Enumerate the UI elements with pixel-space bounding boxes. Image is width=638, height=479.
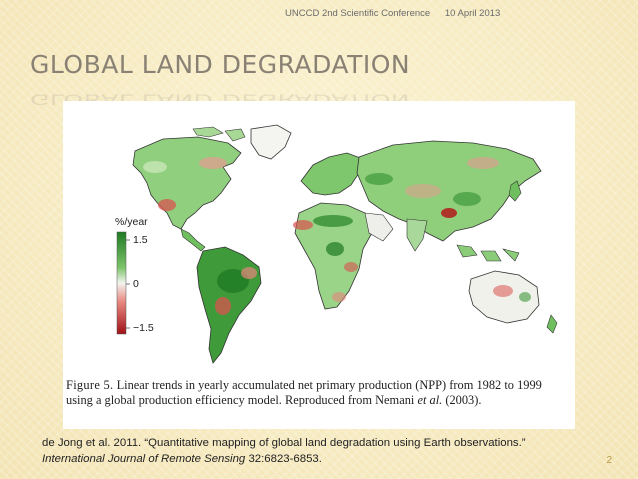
citation-text: de Jong et al. 2011. “Quantitative mappi… — [42, 437, 526, 449]
southeast-asia-islands — [456, 244, 520, 262]
australia-landmass — [468, 270, 540, 324]
greenland — [250, 124, 292, 160]
citation-journal: International Journal of Remote Sensing — [42, 453, 246, 465]
legend-max-label: 1.5 — [133, 234, 148, 246]
legend-min-label: −1.5 — [133, 322, 154, 334]
world-npp-map — [116, 124, 558, 364]
caption-label: Figure 5. — [66, 378, 114, 392]
north-america-landmass — [132, 136, 242, 230]
caption-year: (2003). — [445, 393, 482, 407]
figure-panel: %/year 1.5 0 −1.5 Figure 5. Linear trend… — [63, 101, 575, 429]
citation: de Jong et al. 2011. “Quantitative mappi… — [42, 435, 582, 467]
slide-title: GLOBAL LAND DEGRADATION — [30, 50, 411, 79]
npp-trend-patches — [143, 157, 531, 315]
legend-unit-label: %/year — [115, 216, 148, 228]
africa-landmass — [294, 202, 374, 310]
figure-caption: Figure 5. Linear trends in yearly accumu… — [66, 378, 571, 408]
canadian-arctic-islands — [192, 126, 246, 142]
conference-name: UNCCD 2nd Scientific Conference — [285, 8, 431, 19]
legend-mid-label: 0 — [133, 278, 139, 290]
slide-header: UNCCD 2nd Scientific Conference 10 April… — [285, 8, 512, 19]
legend-colorbar — [116, 231, 127, 335]
europe-landmass — [300, 152, 364, 196]
arabian-peninsula — [364, 212, 394, 242]
citation-pages: 32:6823-6853. — [248, 453, 322, 465]
japan — [508, 180, 522, 202]
caption-et-al: et al. — [417, 393, 443, 407]
central-america — [180, 228, 206, 252]
slide-number: 2 — [606, 455, 612, 466]
new-zealand — [546, 314, 558, 334]
conference-date: 10 April 2013 — [444, 8, 501, 19]
caption-text: Linear trends in yearly accumulated net … — [66, 378, 542, 407]
india — [406, 218, 428, 252]
